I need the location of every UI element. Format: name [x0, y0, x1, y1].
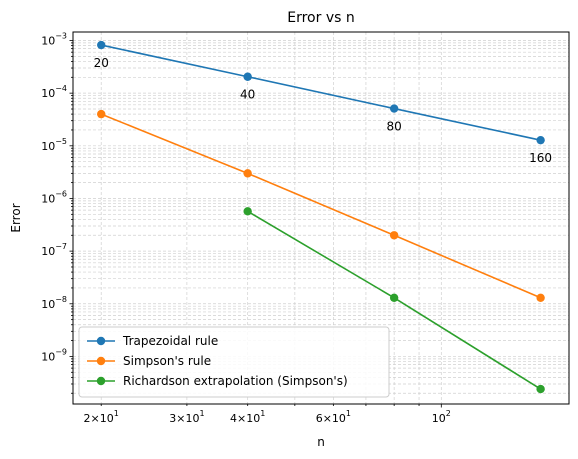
- x-tick-exponent: 1: [346, 409, 351, 418]
- legend-swatch-marker: [96, 356, 106, 366]
- x-tick-label: 3×101: [169, 409, 204, 425]
- y-tick-exponent: −4: [55, 84, 67, 93]
- x-tick-base: 10: [432, 412, 446, 425]
- y-tick-label: 10−4: [41, 84, 67, 100]
- point-annotations: 20 40 80 160: [94, 56, 552, 165]
- y-tick-base: 10: [41, 350, 55, 363]
- x-tick-times: ×: [91, 412, 100, 425]
- y-tick-label: 10−8: [41, 295, 67, 311]
- x-tick-times: ×: [323, 412, 332, 425]
- point-annotation: 20: [94, 56, 109, 70]
- axis-ticks: 10−310−410−510−610−710−810−92×101 3×101 4×…: [41, 31, 451, 425]
- y-tick-label: 10−3: [41, 31, 67, 47]
- x-tick-mantissa: 3: [169, 412, 176, 425]
- series-line-0: [101, 44, 541, 141]
- x-tick-exponent: 2: [446, 409, 451, 418]
- series-line-1: [100, 113, 541, 299]
- y-tick-label: 10−7: [41, 242, 67, 258]
- y-tick-base: 10: [41, 192, 55, 205]
- legend-box: [78, 326, 390, 398]
- plot-frame: [72, 31, 570, 405]
- legend-label: Trapezoidal rule: [122, 334, 218, 348]
- x-tick-base: 10: [246, 412, 260, 425]
- series-layer: [97, 40, 545, 394]
- y-tick-exponent: −7: [55, 242, 67, 251]
- series-0-point: [389, 104, 399, 113]
- x-tick-times: ×: [237, 412, 246, 425]
- y-tick-base: 10: [41, 298, 55, 311]
- point-annotation: 80: [387, 120, 402, 134]
- series-0-point: [536, 135, 545, 145]
- x-tick-label: 102: [432, 409, 451, 425]
- series-2-point: [389, 293, 399, 302]
- y-tick-exponent: −9: [55, 347, 67, 356]
- legend-label: Richardson extrapolation (Simpson's): [123, 374, 348, 388]
- y-tick-exponent: −8: [55, 295, 67, 304]
- chart-title: Error vs n: [287, 10, 354, 26]
- y-tick-label: 10−5: [41, 137, 67, 153]
- y-tick-exponent: −5: [55, 137, 67, 146]
- y-tick-base: 10: [41, 245, 55, 258]
- legend-swatch-marker: [96, 376, 106, 386]
- series-1-point: [97, 109, 106, 119]
- x-tick-mantissa: 4: [230, 412, 237, 425]
- y-tick-label: 10−6: [41, 189, 67, 205]
- x-tick-base: 10: [185, 412, 199, 425]
- legend-swatch-marker: [96, 336, 106, 346]
- point-annotation: 40: [240, 88, 255, 102]
- series-1-point: [389, 231, 399, 240]
- x-tick-mantissa: 2: [84, 412, 91, 425]
- point-annotation: 160: [529, 151, 552, 165]
- y-axis-label: Error: [9, 203, 23, 232]
- y-tick-label: 10−9: [41, 347, 67, 363]
- x-tick-base: 10: [100, 412, 114, 425]
- x-tick-label: 6×101: [316, 409, 351, 425]
- y-tick-base: 10: [41, 34, 55, 47]
- series-2-point: [536, 384, 545, 394]
- x-tick-times: ×: [176, 412, 185, 425]
- x-axis-label: n: [317, 435, 325, 449]
- series-0-point: [243, 72, 252, 81]
- series-1-point: [536, 293, 545, 302]
- x-tick-mantissa: 6: [316, 412, 323, 425]
- y-tick-base: 10: [41, 87, 55, 100]
- x-tick-exponent: 1: [260, 409, 265, 418]
- x-tick-label: 4×101: [230, 409, 265, 425]
- legend: Trapezoidal rule Simpson's rule Richardson…: [78, 326, 390, 398]
- y-tick-exponent: −6: [55, 189, 67, 198]
- legend-label: Simpson's rule: [123, 354, 211, 368]
- x-tick-exponent: 1: [114, 409, 119, 418]
- x-tick-label: 2×101: [84, 409, 119, 425]
- series-1-point: [243, 169, 252, 178]
- y-tick-exponent: −3: [55, 31, 67, 40]
- series-0-point: [97, 40, 106, 50]
- x-tick-exponent: 1: [199, 409, 204, 418]
- series-2-point: [243, 207, 252, 216]
- y-tick-base: 10: [41, 140, 55, 153]
- x-tick-base: 10: [332, 412, 346, 425]
